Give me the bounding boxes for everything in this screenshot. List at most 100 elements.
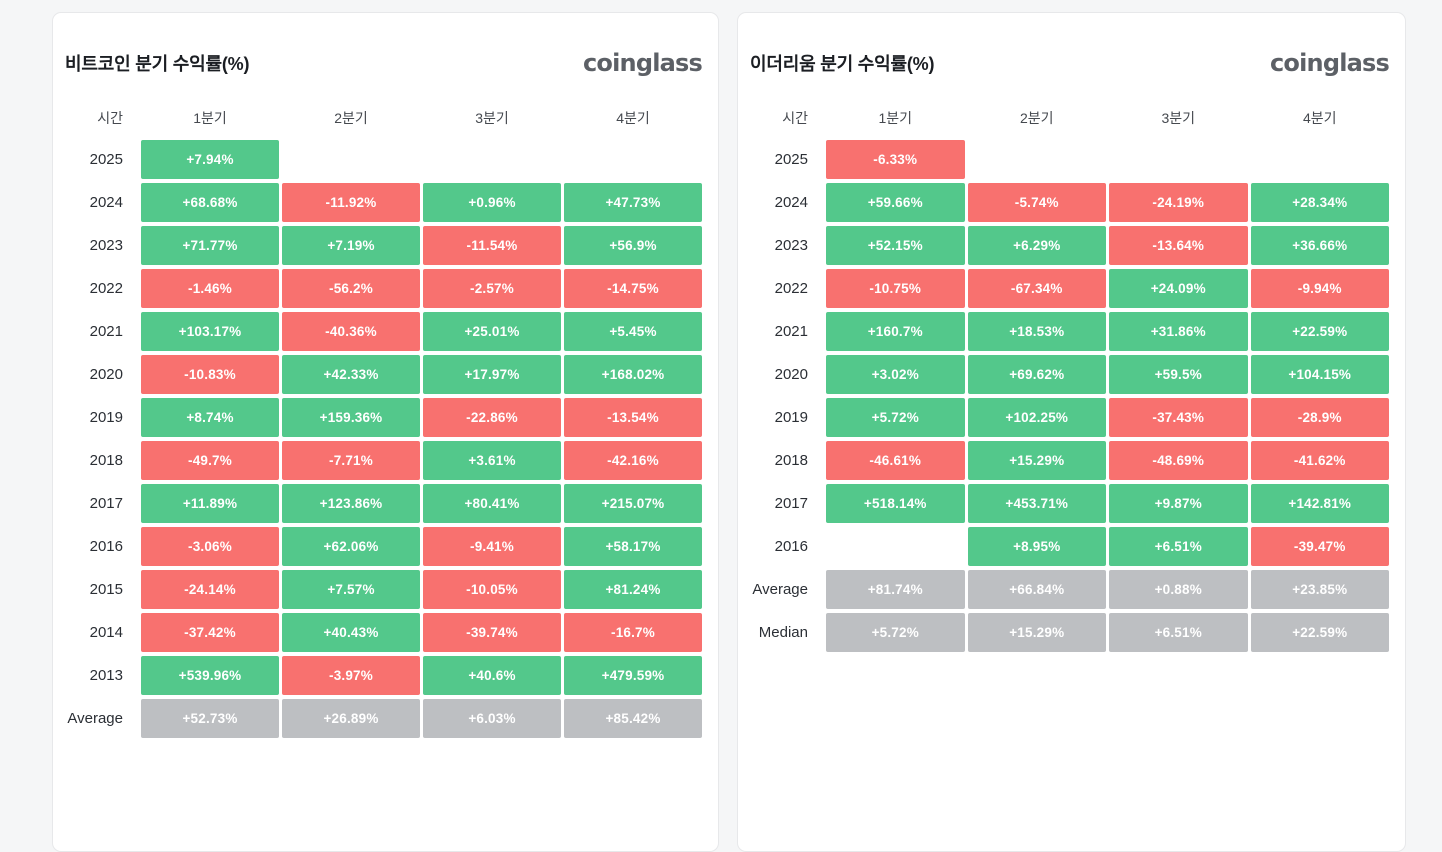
return-cell: +52.73% [141, 699, 279, 738]
column-header-time: 시간 [97, 110, 123, 126]
return-cell: +66.84% [967, 570, 1106, 609]
column-header-quarter: 1분기 [878, 110, 913, 126]
return-cell: +23.85% [1250, 570, 1389, 609]
return-cell: +159.36% [282, 398, 420, 437]
return-cell: -7.71% [282, 441, 420, 480]
return-cell: +8.95% [967, 527, 1106, 566]
return-cell: -5.74% [967, 183, 1106, 222]
return-cell: +24.09% [1109, 269, 1248, 308]
table-row: 2016 +8.95% +6.51% -39.47% [750, 527, 1389, 566]
return-cell: +81.74% [826, 570, 965, 609]
table-row: 2022 -10.75% -67.34% +24.09% -9.94% [750, 269, 1389, 308]
return-cell-empty [1251, 140, 1390, 179]
return-cell: -56.2% [282, 269, 420, 308]
return-cell: -14.75% [564, 269, 702, 308]
return-cell: +6.29% [967, 226, 1106, 265]
return-cell: +7.19% [282, 226, 420, 265]
return-cell: +104.15% [1250, 355, 1389, 394]
table-row: 2025 +7.94% [65, 140, 702, 179]
return-cell: -40.36% [282, 312, 420, 351]
table-row: 2025 -6.33% [750, 140, 1389, 179]
table-row: 2022 -1.46% -56.2% -2.57% -14.75% [65, 269, 702, 308]
table-row: 2019 +5.72% +102.25% -37.43% -28.9% [750, 398, 1389, 437]
table-row: 2024 +59.66% -5.74% -24.19% +28.34% [750, 183, 1389, 222]
table-row: 2017 +11.89% +123.86% +80.41% +215.07% [65, 484, 702, 523]
return-cell: +5.72% [826, 613, 965, 652]
card-header: 이더리움 분기 수익률(%) coinglass [750, 49, 1390, 77]
row-label: 2024 [89, 194, 123, 211]
row-label: 2016 [774, 538, 808, 555]
return-cell-empty [968, 140, 1107, 179]
table-header: 시간 1분기 2분기 3분기 4분기 [750, 105, 1389, 131]
return-cell: +26.89% [282, 699, 420, 738]
table-body: 2025 -6.33% 2024 +59.66% -5.74% -24.19% +28.34… [750, 140, 1389, 652]
return-cell: -13.64% [1109, 226, 1248, 265]
return-cell: -16.7% [564, 613, 702, 652]
return-cell: +453.71% [967, 484, 1106, 523]
return-cell: -28.9% [1250, 398, 1389, 437]
column-header-quarter: 2분기 [1019, 110, 1054, 126]
return-cell: +6.51% [1109, 613, 1248, 652]
row-label: 2025 [89, 151, 123, 168]
row-label: Average [752, 581, 808, 598]
return-cell: -42.16% [564, 441, 702, 480]
return-cell: +59.66% [826, 183, 965, 222]
return-cell: -37.43% [1109, 398, 1248, 437]
return-cell: +68.68% [141, 183, 279, 222]
row-label: 2015 [89, 581, 123, 598]
return-cell: -48.69% [1109, 441, 1248, 480]
table-row: 2017 +518.14% +453.71% +9.87% +142.81% [750, 484, 1389, 523]
row-label: 2019 [89, 409, 123, 426]
return-cell-empty [282, 140, 420, 179]
return-cell: +47.73% [564, 183, 702, 222]
row-label: 2017 [89, 495, 123, 512]
return-cell: +71.77% [141, 226, 279, 265]
quarterly-returns-table: 시간 1분기 2분기 3분기 4분기 2025 +7.94% 2024 +68.68% -11.9… [65, 105, 702, 738]
row-label: 2024 [774, 194, 808, 211]
return-cell: -11.54% [423, 226, 561, 265]
table-row: 2016 -3.06% +62.06% -9.41% +58.17% [65, 527, 702, 566]
return-cell: +103.17% [141, 312, 279, 351]
return-cell-empty [564, 140, 702, 179]
return-cell: -11.92% [282, 183, 420, 222]
return-cell: -24.19% [1109, 183, 1248, 222]
table-row: 2024 +68.68% -11.92% +0.96% +47.73% [65, 183, 702, 222]
table-row: 2015 -24.14% +7.57% -10.05% +81.24% [65, 570, 702, 609]
return-cell: +40.6% [423, 656, 561, 695]
return-cell: +81.24% [564, 570, 702, 609]
return-cell: -13.54% [564, 398, 702, 437]
return-cell: +7.94% [141, 140, 279, 179]
return-cell: -3.97% [282, 656, 420, 695]
return-cell: -46.61% [826, 441, 965, 480]
table-row: 2018 -46.61% +15.29% -48.69% -41.62% [750, 441, 1389, 480]
row-label: 2017 [774, 495, 808, 512]
return-cell: +25.01% [423, 312, 561, 351]
return-cell: +11.89% [141, 484, 279, 523]
return-cell: +59.5% [1109, 355, 1248, 394]
return-cell: +85.42% [564, 699, 702, 738]
table-row: 2023 +52.15% +6.29% -13.64% +36.66% [750, 226, 1389, 265]
return-cell: +102.25% [967, 398, 1106, 437]
return-cell: +5.72% [826, 398, 965, 437]
return-cell: +539.96% [141, 656, 279, 695]
table-row: 2013 +539.96% -3.97% +40.6% +479.59% [65, 656, 702, 695]
row-label: 2016 [89, 538, 123, 555]
row-label: 2022 [774, 280, 808, 297]
return-cell: -2.57% [423, 269, 561, 308]
return-cell: +58.17% [564, 527, 702, 566]
return-cell: +6.51% [1109, 527, 1248, 566]
return-cell: +28.34% [1250, 183, 1389, 222]
bitcoin-quarterly-returns-card: 비트코인 분기 수익률(%) coinglass 시간 1분기 2분기 3분기 4분기 2… [52, 12, 719, 852]
table-row: 2023 +71.77% +7.19% -11.54% +56.9% [65, 226, 702, 265]
column-header-quarter: 3분기 [475, 110, 509, 126]
return-cell: +62.06% [282, 527, 420, 566]
row-label: 2020 [89, 366, 123, 383]
table-row: Median +5.72% +15.29% +6.51% +22.59% [750, 613, 1389, 652]
return-cell: -37.42% [141, 613, 279, 652]
return-cell: +142.81% [1250, 484, 1389, 523]
return-cell: +15.29% [967, 441, 1106, 480]
return-cell: +3.02% [826, 355, 965, 394]
return-cell: +36.66% [1250, 226, 1389, 265]
return-cell: +123.86% [282, 484, 420, 523]
return-cell: +15.29% [967, 613, 1106, 652]
